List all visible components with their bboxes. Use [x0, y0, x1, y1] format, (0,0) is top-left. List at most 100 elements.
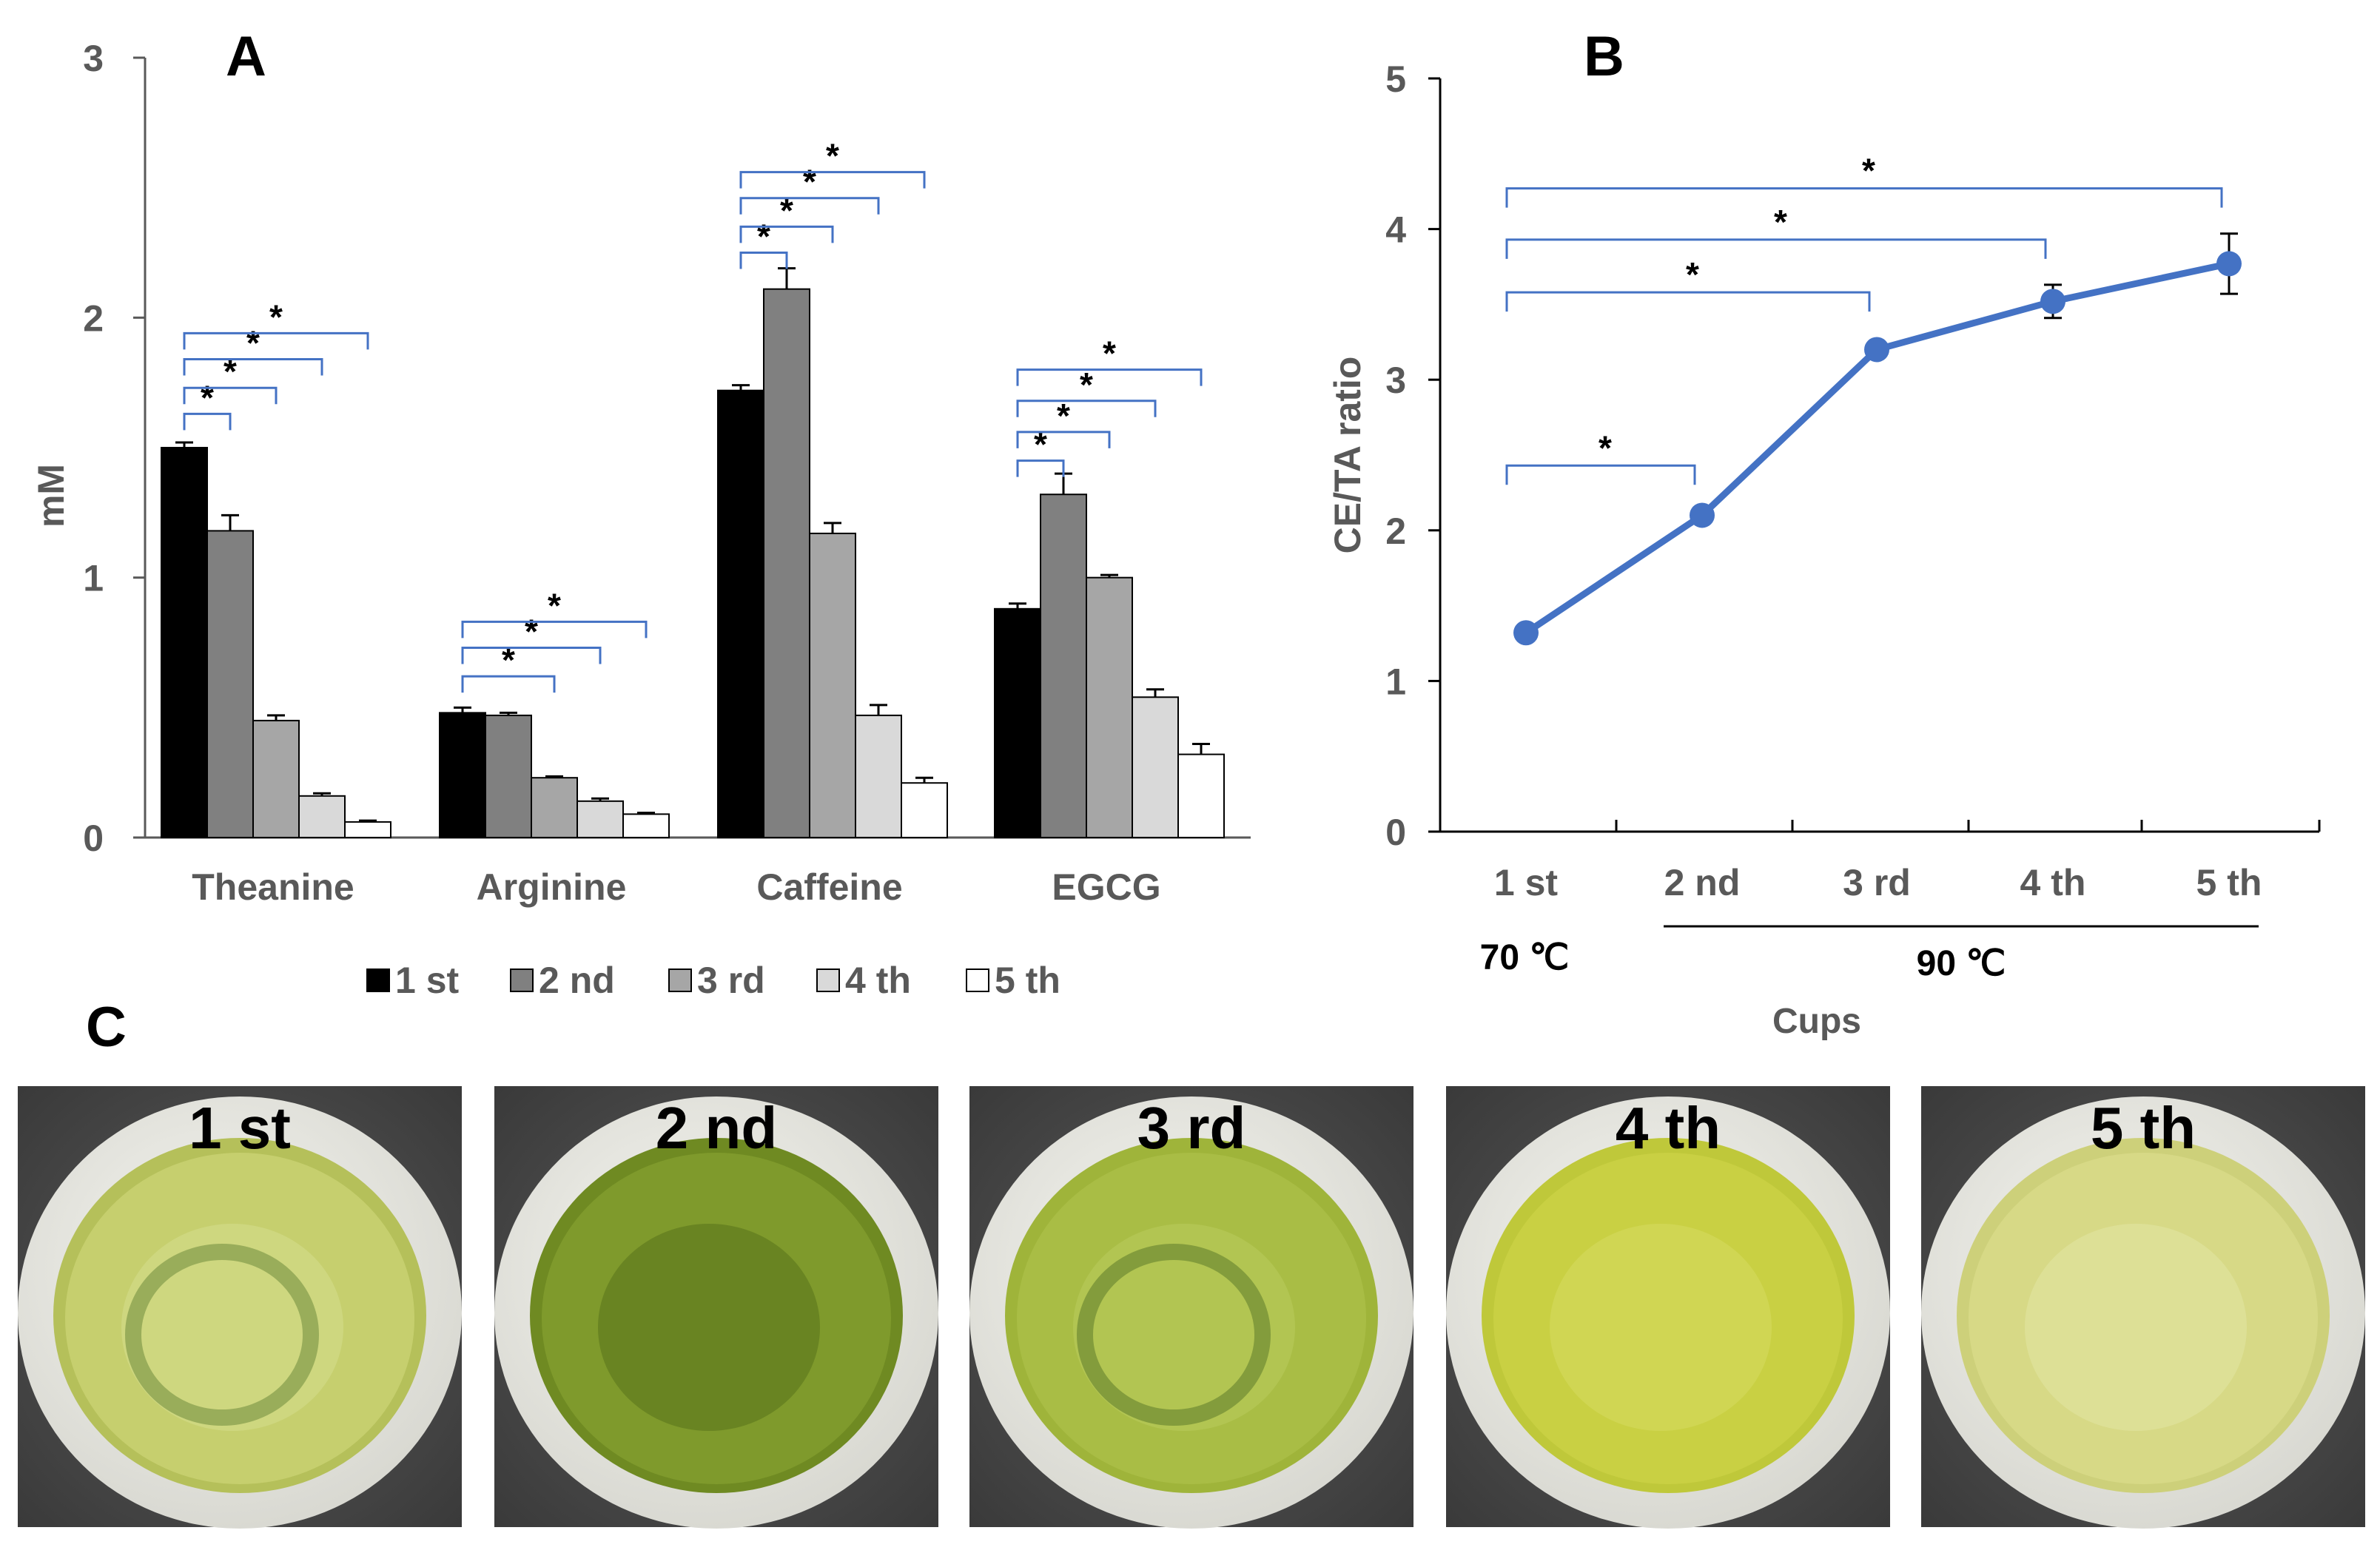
- panel-a-significance-star: *: [780, 191, 793, 229]
- cup-label: 2 nd: [656, 1095, 777, 1161]
- panel-a-significance-star: *: [223, 352, 237, 391]
- panel-c-photos: C 1 st 2 nd 3 rd 4 th 5 th: [18, 996, 2365, 1529]
- panel-b-significance-star: *: [1862, 152, 1875, 190]
- panel-a-bar: [1086, 576, 1133, 839]
- panel-a-legend-swatch: [816, 968, 840, 992]
- panel-a-significance-star: *: [757, 218, 770, 256]
- panel-b-data-point: [1690, 502, 1715, 528]
- panel-a-bar: [252, 719, 300, 839]
- panel-a-significance-star: *: [201, 378, 214, 417]
- panel-a-bracket: [1016, 368, 1203, 386]
- panel-b-y-tick-label: 1: [1385, 661, 1406, 702]
- panel-a-bar: [855, 714, 902, 839]
- cup-photo-5: 5 th: [1921, 1086, 2365, 1529]
- panel-a-y-tick-label: 3: [83, 38, 104, 79]
- panel-a-bar: [298, 795, 346, 838]
- panel-b-significance-star: *: [1686, 255, 1699, 294]
- panel-b-data-point: [2216, 251, 2242, 277]
- cup-liquor-center: [598, 1224, 820, 1431]
- panel-c-label: C: [86, 996, 127, 1059]
- panel-a-bar: [1132, 696, 1179, 839]
- panel-b-data-point: [1864, 337, 1889, 363]
- panel-a-bracket: [183, 331, 369, 350]
- panel-a-bracket: [183, 412, 232, 431]
- panel-b-data-point: [1513, 620, 1539, 646]
- panel-b-x-tick-label: 1 st: [1494, 862, 1559, 903]
- panel-b-y-tick-label: 4: [1385, 209, 1406, 251]
- cup-label: 1 st: [189, 1095, 291, 1161]
- panel-b-x-tick-label: 2 nd: [1664, 862, 1741, 903]
- panel-a-significance-star: *: [1080, 365, 1093, 404]
- panel-b-bracket: [1505, 238, 2047, 259]
- cup-photo-4: 4 th: [1446, 1086, 1890, 1529]
- panel-a-bar: [439, 712, 486, 838]
- panel-b-label: B: [1584, 25, 1624, 88]
- panel-a-bracket: [1016, 431, 1111, 448]
- panel-b-points: [1513, 251, 2242, 646]
- panel-b-y-axis-label: CE/TA ratio: [1327, 357, 1368, 554]
- panel-a-bracket: [739, 252, 788, 269]
- panel-b-temp-90: 90 ℃: [1917, 944, 2006, 983]
- panel-a-legend-label: 2 nd: [539, 960, 615, 1001]
- panel-a-significance-star: *: [246, 324, 260, 363]
- panel-a-bracket: [461, 620, 648, 639]
- panel-a-y-axis-label: mM: [30, 464, 72, 528]
- panel-a-bracket: [739, 197, 880, 215]
- panel-b-x-axis-label: Cups: [1772, 1002, 1861, 1041]
- panel-a-label: A: [226, 25, 266, 88]
- panel-a-significance-star: *: [269, 297, 283, 336]
- panel-b-y-tick-label: 0: [1385, 812, 1406, 853]
- panel-a-bracket: [739, 171, 926, 189]
- panel-a-legend-swatch: [510, 968, 534, 992]
- panel-b-bracket: [1505, 464, 1696, 485]
- cup-label: 4 th: [1616, 1095, 1721, 1161]
- panel-a-bar: [161, 447, 208, 838]
- panel-b-series-line: [1524, 260, 2230, 636]
- panel-a-bar: [531, 777, 578, 839]
- panel-a-y-tick-label: 2: [83, 297, 104, 339]
- panel-a-bracket: [1016, 400, 1157, 417]
- panel-a-significance-star: *: [1103, 334, 1116, 373]
- cup-liquor-center: [2025, 1224, 2247, 1431]
- panel-a-bar: [901, 782, 948, 838]
- panel-a-significance-star: *: [1034, 425, 1047, 464]
- cup-label: 5 th: [2091, 1095, 2196, 1161]
- panel-a-category-label: Caffeine: [756, 866, 902, 908]
- panel-a-category-label: EGCG: [1052, 866, 1160, 908]
- panel-a-bar: [994, 607, 1041, 838]
- cup-photo-3: 3 rd: [969, 1086, 1413, 1529]
- panel-a-legend-label: 5 th: [995, 960, 1060, 1001]
- panel-b-line-chart: B CE/TA ratio 0 1 2 3 4 5 1 st 2 nd 3 rd 4 th 5 t…: [1327, 25, 2321, 1041]
- panel-a-bracket: [1016, 459, 1065, 477]
- panel-b-temp-70: 70 ℃: [1480, 938, 1570, 977]
- panel-b-significance-star: *: [1774, 203, 1787, 241]
- panel-b-significance-star: *: [1599, 428, 1612, 467]
- cup-tea-ring: [125, 1244, 319, 1426]
- panel-a-bar: [809, 532, 856, 838]
- panel-b-x-tick-label: 4 th: [2020, 862, 2086, 903]
- cup-photo-1: 1 st: [18, 1086, 462, 1529]
- panel-a-bar: [1040, 493, 1087, 838]
- panel-a-legend-swatch: [366, 968, 390, 992]
- panel-a-bar: [485, 714, 532, 839]
- panel-b-error-bars: [1517, 232, 2238, 640]
- panel-a-bar: [344, 821, 391, 839]
- panel-a-legend-label: 3 rd: [697, 960, 765, 1001]
- panel-a-legend-label: 1 st: [395, 960, 460, 1001]
- panel-a-y-ticks: 0 1 2 3: [83, 38, 145, 859]
- panel-a-bracket: [183, 358, 323, 376]
- panel-a-legend-swatch: [668, 968, 692, 992]
- panel-b-x-tick-label: 5 th: [2196, 862, 2262, 903]
- panel-a-legend-label: 4 th: [845, 960, 911, 1001]
- panel-a-bars: [161, 288, 1225, 839]
- panel-b-data-point: [2040, 289, 2065, 314]
- panel-b-y-tick-label: 3: [1385, 360, 1406, 401]
- panel-a-significance-star: *: [1057, 397, 1070, 435]
- panel-b-y-ticks: 0 1 2 3 4 5: [1385, 58, 1440, 853]
- panel-a-category-label: Arginine: [477, 866, 627, 908]
- panel-a-significance-brackets: ***************: [183, 137, 1203, 693]
- panel-a-y-tick-label: 1: [83, 558, 104, 599]
- panel-a-significance-star: *: [803, 163, 816, 201]
